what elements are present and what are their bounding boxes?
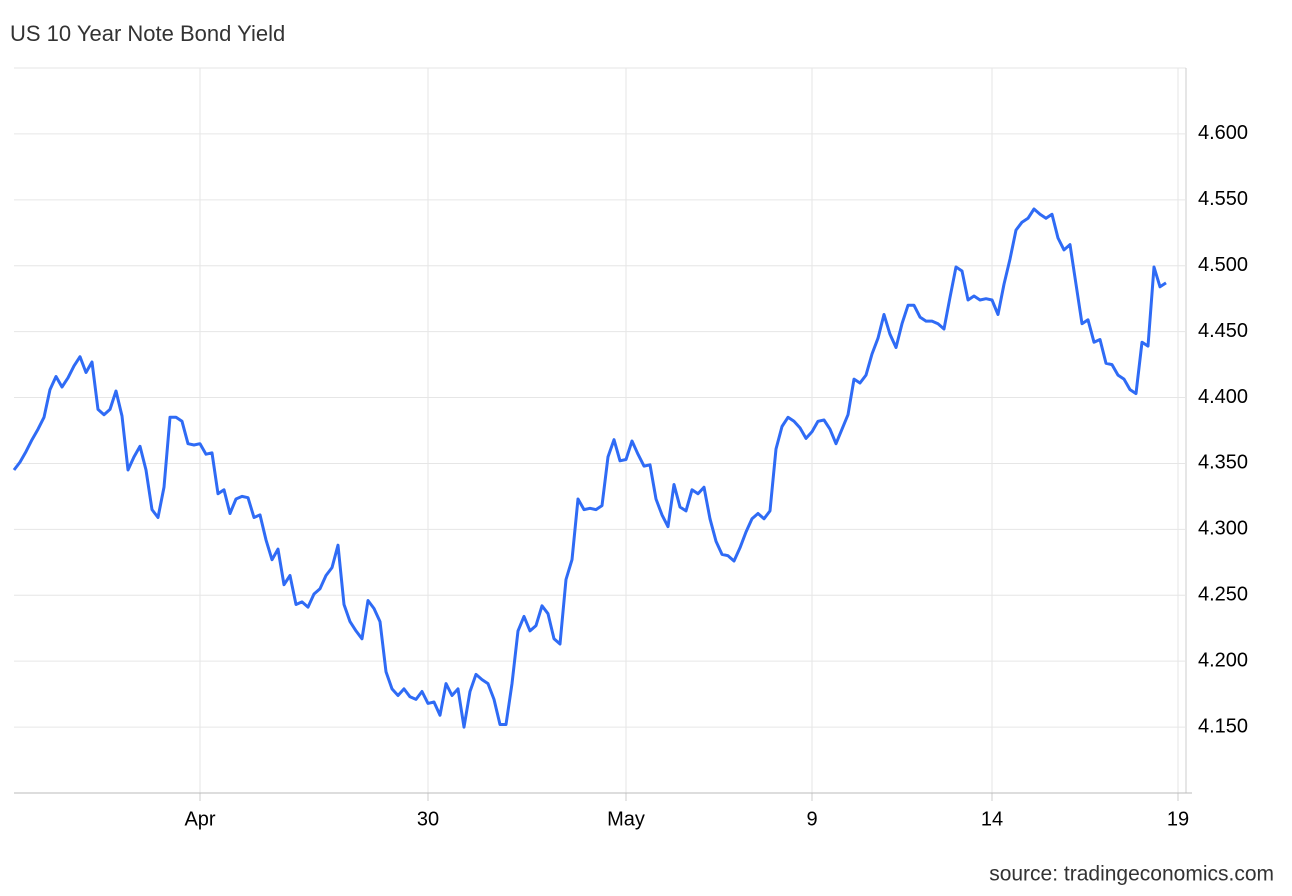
y-tick-label: 4.450	[1198, 320, 1248, 342]
x-tick-label: 9	[806, 808, 817, 830]
source-note: source: tradingeconomics.com	[989, 863, 1274, 886]
y-tick-label: 4.250	[1198, 584, 1248, 606]
x-tick-label: 30	[417, 808, 439, 830]
y-tick-label: 4.200	[1198, 649, 1248, 671]
series-line	[12, 207, 1167, 729]
y-tick-label: 4.550	[1198, 188, 1248, 210]
y-tick-label: 4.300	[1198, 518, 1248, 540]
x-tick-label: Apr	[184, 808, 215, 830]
x-tick-label: May	[607, 808, 645, 830]
y-tick-label: 4.600	[1198, 122, 1248, 144]
y-tick-label: 4.150	[1198, 715, 1248, 737]
y-tick-label: 4.400	[1198, 386, 1248, 408]
y-tick-label: 4.500	[1198, 254, 1248, 276]
x-tick-label: 14	[981, 808, 1003, 830]
x-tick-label: 19	[1167, 808, 1189, 830]
y-tick-label: 4.350	[1198, 452, 1248, 474]
chart-title: US 10 Year Note Bond Yield	[10, 21, 285, 46]
